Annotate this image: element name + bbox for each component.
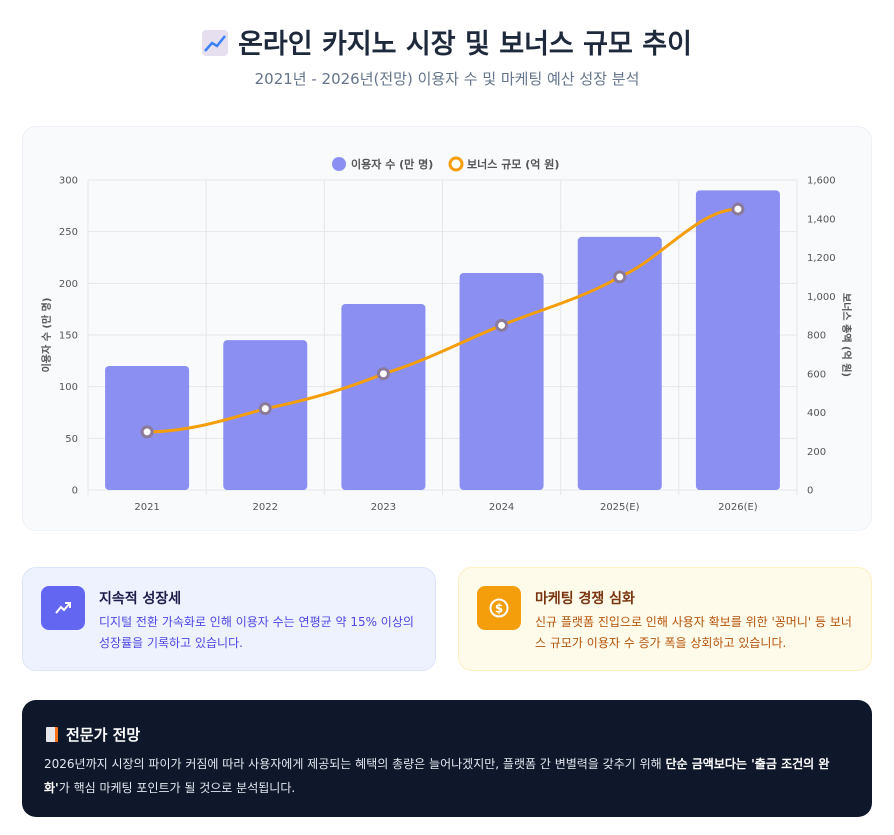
legend-swatch-bonus [448,156,464,172]
y-tick-label: 200 [59,279,78,290]
line-point [495,318,509,332]
insight-text: 디지털 전환 가속화로 인해 이용자 수는 연평균 약 15% 이상의 성장률을… [99,615,414,650]
y-tick-label: 100 [59,382,78,393]
insight-text: 신규 플랫폼 진입으로 인해 사용자 확보를 위한 '꽁머니' 등 보너스 규모… [535,615,852,650]
y-right-tick-label: 0 [807,486,813,497]
x-tick-label: 2026(E) [718,502,758,513]
page-subtitle: 2021년 - 2026년(전망) 이용자 수 및 마케팅 예산 성장 분석 [254,70,640,88]
expert-text: 2026년까지 시장의 파이가 커짐에 따라 사용자에게 제공되는 혜택의 총량… [44,752,850,800]
x-tick-label: 2021 [134,502,159,513]
y-right-tick-label: 1,600 [807,176,836,187]
bonus-line [147,207,738,434]
x-tick-label: 2024 [489,502,514,513]
trending-up-icon [41,586,85,630]
legend-label-bonus: 보너스 규모 (억 원) [467,157,559,171]
x-tick-label: 2025(E) [600,502,640,513]
insight-card-growth: 지속적 성장세 디지털 전환 가속화로 인해 이용자 수는 연평균 약 15% … [22,567,436,671]
y-tick-label: 300 [59,176,78,187]
y-tick-label: 0 [72,486,78,497]
line-point [258,402,272,416]
line-point [140,425,154,439]
y-tick-label: 50 [65,434,78,445]
x-tick-label: 2022 [253,502,278,513]
expert-text-bold: 단순 금액보다는 '출금 조건의 완화' [44,757,830,795]
y-axis-label: 이용자 수 (만 명) [40,298,53,373]
bar [459,273,544,490]
expert-text-1: 2026년까지 시장의 파이가 커짐에 따라 사용자에게 제공되는 혜택의 총량… [44,757,666,771]
x-tick-label: 2023 [371,502,396,513]
line-point [613,270,627,284]
y-tick-label: 150 [59,331,78,342]
y-right-tick-label: 400 [807,408,826,419]
y-right-tick-label: 1,000 [807,292,836,303]
y-right-tick-label: 1,200 [807,253,836,264]
svg-text:$: $ [495,602,503,616]
line-point [731,202,745,216]
y-right-tick-label: 800 [807,331,826,342]
expert-outlook: 전문가 전망 2026년까지 시장의 파이가 커짐에 따라 사용자에게 제공되는… [22,700,872,817]
expert-text-2: 가 핵심 마케팅 포인트가 될 것으로 분석됩니다. [58,781,296,795]
insight-title: 마케팅 경쟁 심화 [535,591,635,607]
dollar-coin-icon: $ [477,586,521,630]
bar [577,236,662,490]
line-point [376,367,390,381]
page-title: 온라인 카지노 시장 및 보너스 규모 추이 [0,22,894,61]
y-right-tick-label: 1,400 [807,214,836,225]
chart-increasing-icon [202,30,229,56]
y-right-tick-label: 200 [807,447,826,458]
legend-swatch-users [332,157,346,171]
y-right-axis-label: 보너스 총액 (억 원) [840,293,853,377]
y-tick-label: 250 [59,227,78,238]
y-right-tick-label: 600 [807,369,826,380]
legend-label-users: 이용자 수 (만 명) [351,157,433,171]
bar [695,190,780,491]
combo-chart: 0 50 100 150 200 250 300 0 200 400 600 800 1,000 1,20… [40,156,853,513]
memo-icon [46,727,58,742]
expert-title: 전문가 전망 [46,724,140,745]
insight-title: 지속적 성장세 [99,591,182,607]
insight-card-marketing: $ 마케팅 경쟁 심화 신규 플랫폼 진입으로 인해 사용자 확보를 위한 '꽁… [458,567,872,671]
bar [341,304,426,490]
title-text: 온라인 카지노 시장 및 보너스 규모 추이 [238,29,692,60]
expert-title-text: 전문가 전망 [66,726,141,744]
